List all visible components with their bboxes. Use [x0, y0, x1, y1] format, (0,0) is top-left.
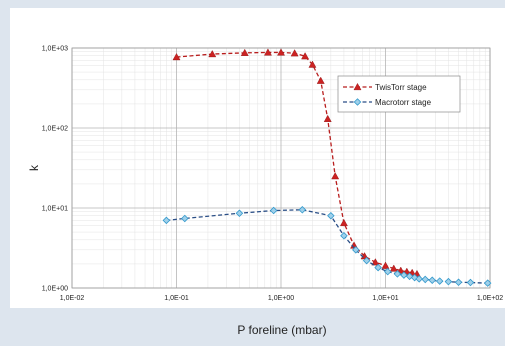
y-tick-label: 1,0E+02: [42, 126, 68, 133]
data-point: [454, 278, 463, 287]
data-point: [339, 218, 348, 227]
y-tick-label: 1,0E+01: [42, 206, 68, 213]
x-tick-label: 1,0E-01: [164, 295, 189, 302]
data-point: [316, 76, 325, 84]
series-layer: [162, 48, 492, 287]
x-tick-label: 1,0E-02: [60, 295, 85, 302]
data-point: [323, 114, 332, 122]
data-point: [428, 276, 436, 285]
data-point: [352, 246, 360, 254]
y-tick-label: 1,0E+00: [42, 286, 68, 293]
legend-label: Macrotorr stage: [375, 98, 432, 107]
data-point: [405, 272, 414, 281]
x-axis-title: P foreline (mbar): [237, 323, 326, 337]
data-point: [393, 270, 402, 278]
data-point: [301, 52, 310, 60]
plot-frame: [71, 47, 491, 289]
chart-panel: [10, 8, 505, 308]
grid: [71, 47, 491, 289]
data-point: [381, 261, 390, 269]
data-point: [374, 263, 382, 272]
legend: TwisTorr stage Macrotorr stage: [337, 75, 461, 113]
series-macrotorr: [162, 206, 492, 287]
data-point: [400, 271, 408, 279]
legend-diamond-marker: [353, 98, 362, 106]
x-tick-label: 1,0E+01: [372, 295, 398, 302]
data-point: [389, 264, 398, 272]
data-point: [290, 49, 299, 57]
data-point: [308, 60, 317, 68]
data-point: [362, 256, 371, 265]
data-point: [298, 206, 307, 214]
data-point: [162, 216, 171, 225]
data-point: [466, 278, 475, 287]
y-tick-label: 1,0E+03: [42, 46, 68, 53]
data-point: [240, 48, 249, 56]
data-point: [340, 231, 348, 240]
data-point: [415, 275, 423, 283]
data-point: [172, 53, 181, 61]
data-point: [277, 48, 285, 56]
data-point: [235, 209, 244, 218]
legend-label: TwisTorr stage: [375, 83, 427, 92]
x-tick-label: 1,0E+02: [477, 295, 503, 302]
data-point: [383, 267, 392, 276]
data-point: [421, 275, 429, 284]
x-tick-label: 1,0E+00: [268, 295, 294, 302]
tick-labels: 1,0E-02 1,0E-01 1,0E+00 1,0E+01 1,0E+02 1,0E+…: [42, 46, 504, 303]
data-point: [269, 206, 278, 215]
data-point: [371, 258, 380, 266]
data-point: [181, 214, 189, 223]
legend-triangle-marker: [353, 82, 362, 91]
data-point: [331, 172, 340, 180]
data-point: [435, 277, 444, 285]
data-point: [264, 48, 272, 56]
y-axis-title: k: [27, 164, 41, 171]
data-point: [208, 50, 217, 58]
data-point: [444, 277, 453, 286]
data-point: [327, 211, 335, 220]
data-point: [483, 279, 492, 287]
legend-box: [337, 75, 461, 113]
